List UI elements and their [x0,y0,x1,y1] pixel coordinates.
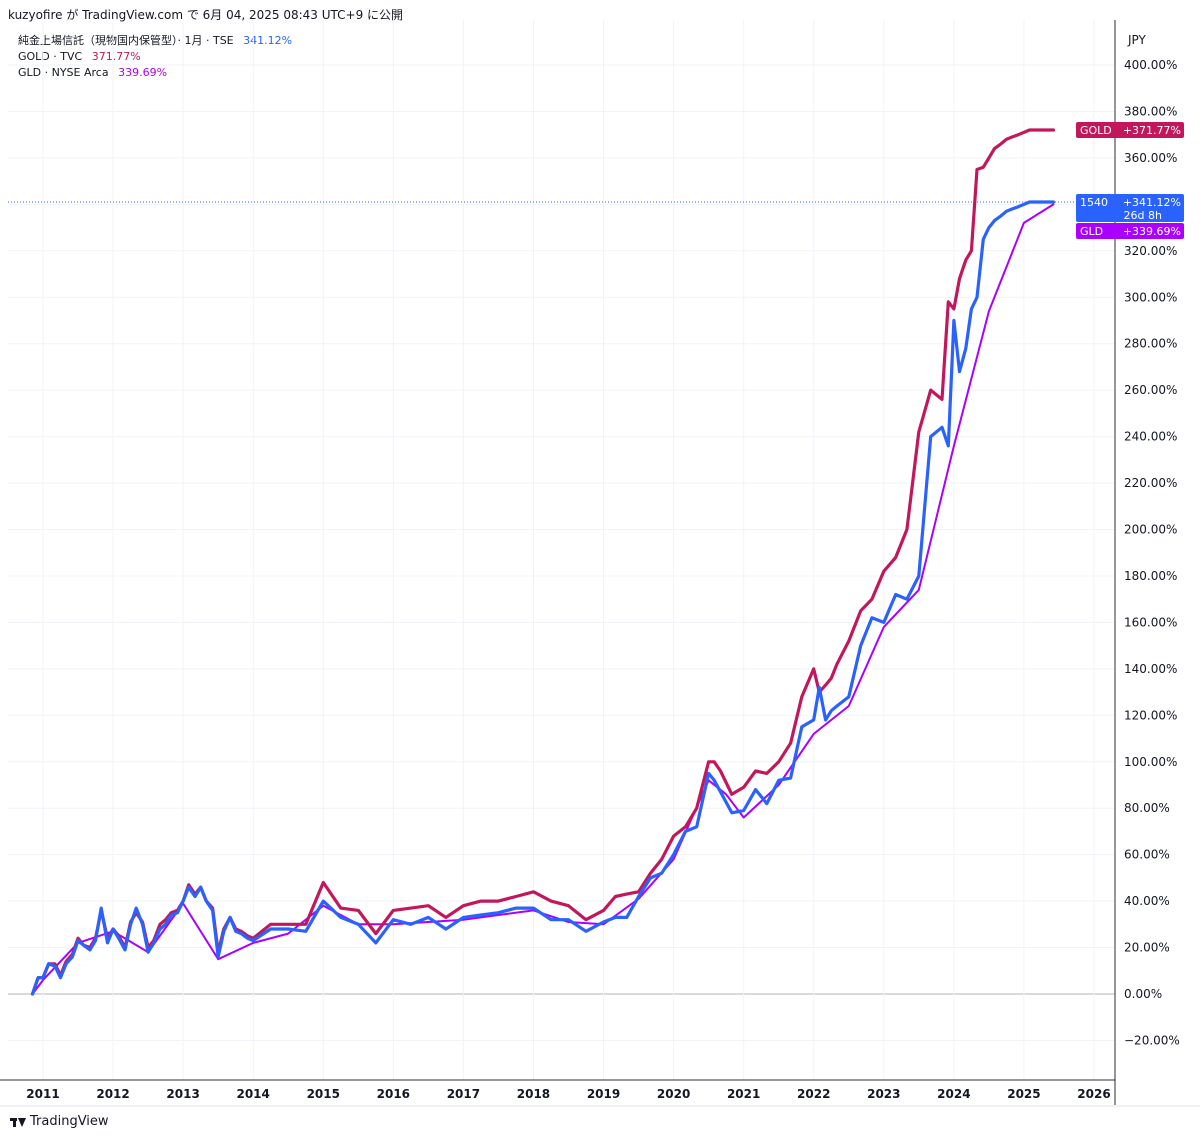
y-tick-label: 160.00% [1124,615,1177,629]
price-label-name: GLD [1080,225,1103,238]
y-tick-label: 360.00% [1124,151,1177,165]
x-tick-label: 2022 [797,1087,830,1101]
price-label-bg [1076,223,1184,240]
y-tick-label: 100.00% [1124,755,1177,769]
y-tick-label: 260.00% [1124,383,1177,397]
price-label-gold: GOLD +371.77% [1076,122,1184,139]
series-line-main [30,200,1055,996]
y-tick-label: 300.00% [1124,290,1177,304]
tradingview-logo-icon [10,1116,26,1128]
x-tick-label: 2023 [867,1087,900,1101]
tradingview-branding[interactable]: TradingView [10,1114,109,1129]
brand-label: TradingView [30,1114,109,1129]
axes: −20.00% 0.00% 20.00% 40.00% 60.00% 80.00% 100.… [0,20,1200,1107]
y-tick-label: 120.00% [1124,708,1177,722]
y-tick-label: 200.00% [1124,523,1177,537]
legend-value-gold: 371.77% [91,50,141,63]
legend-name-main: 純金上場信託（現物国内保管型）· 1月 · TSE [18,34,234,47]
price-label-name: 1540 [1080,196,1108,209]
x-tick-label: 2019 [587,1087,620,1101]
price-label-main: 1540 +341.12%26d 8h [1076,194,1184,223]
x-tick-label: 2012 [96,1087,129,1101]
countdown-label: 26d 8h [1124,209,1162,222]
legend-value-gld: 339.69% [118,66,168,79]
price-label-value: +371.77% [1123,124,1181,137]
legend-row-gold[interactable]: GOLD · TVC 371.77% [18,49,292,65]
y-tick-label: 320.00% [1124,244,1177,258]
series-layer [30,128,1055,996]
x-tick-label: 2024 [937,1087,970,1101]
x-tick-label: 2017 [447,1087,480,1101]
y-tick-label: 20.00% [1124,941,1170,955]
x-tick-label: 2011 [26,1087,59,1101]
x-tick-label: 2013 [166,1087,199,1101]
x-tick-label: 2025 [1007,1087,1040,1101]
y-tick-label: 240.00% [1124,430,1177,444]
y-tick-label: 400.00% [1124,58,1177,72]
x-tick-label: 2021 [727,1087,760,1101]
y-tick-label: 40.00% [1124,894,1170,908]
currency-label[interactable]: JPY [1128,33,1146,47]
legend-row-main[interactable]: 純金上場信託（現物国内保管型）· 1月 · TSE 341.12% [18,33,292,49]
legend-value-main: 341.12% [243,34,293,47]
price-label-value: +341.12% [1123,196,1181,209]
legend-name-gld: GLD · NYSE Arca [18,66,109,79]
price-labels: GOLD +371.77% 1540 +341.12%26d 8h GLD +339.69… [1076,122,1184,240]
series-line-gld [31,203,1055,995]
price-label-value: +339.69% [1123,225,1181,238]
y-tick-label: 60.00% [1124,848,1170,862]
legend-name-gold: GOLD · TVC [18,50,83,63]
legend-row-gld[interactable]: GLD · NYSE Arca 339.69% [18,65,292,81]
price-label-bg [1076,194,1184,223]
publish-header: kuzyofire が TradingView.com で 6月 04, 202… [8,8,404,22]
series-line-gold [30,128,1055,996]
x-tick-label: 2014 [236,1087,269,1101]
y-tick-label: 80.00% [1124,801,1170,815]
y-tick-label: −20.00% [1124,1033,1180,1047]
y-tick-label: 0.00% [1124,987,1162,1001]
y-tick-label: 380.00% [1124,104,1177,118]
price-label-name: GOLD [1080,124,1112,137]
y-tick-label: 220.00% [1124,476,1177,490]
x-tick-label: 2026 [1077,1087,1110,1101]
price-label-bg [1076,122,1184,139]
price-label-gld: GLD +339.69% [1076,223,1184,240]
x-tick-label: 2016 [377,1087,410,1101]
x-tick-label: 2015 [307,1087,340,1101]
legend: 純金上場信託（現物国内保管型）· 1月 · TSE 341.12% GOLD ·… [18,33,292,81]
x-tick-label: 2018 [517,1087,550,1101]
y-tick-label: 140.00% [1124,662,1177,676]
y-tick-label: 180.00% [1124,569,1177,583]
y-tick-label: 280.00% [1124,337,1177,351]
x-tick-label: 2020 [657,1087,690,1101]
